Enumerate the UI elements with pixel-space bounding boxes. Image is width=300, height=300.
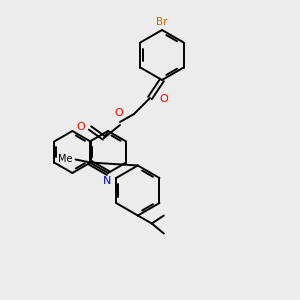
Text: Br: Br (156, 17, 168, 27)
Text: Me: Me (58, 154, 73, 164)
Text: O: O (76, 122, 85, 132)
Text: N: N (103, 176, 111, 186)
Text: O: O (115, 108, 123, 118)
Text: O: O (159, 94, 168, 104)
